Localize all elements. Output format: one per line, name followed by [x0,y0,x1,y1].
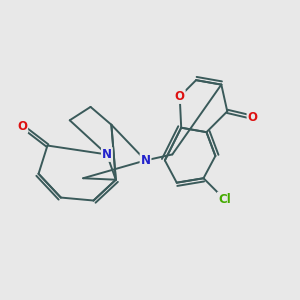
Text: O: O [17,120,27,133]
Text: N: N [102,148,112,161]
Text: O: O [248,111,257,124]
Text: O: O [175,90,185,103]
Text: N: N [140,154,151,167]
Text: Cl: Cl [218,193,231,206]
